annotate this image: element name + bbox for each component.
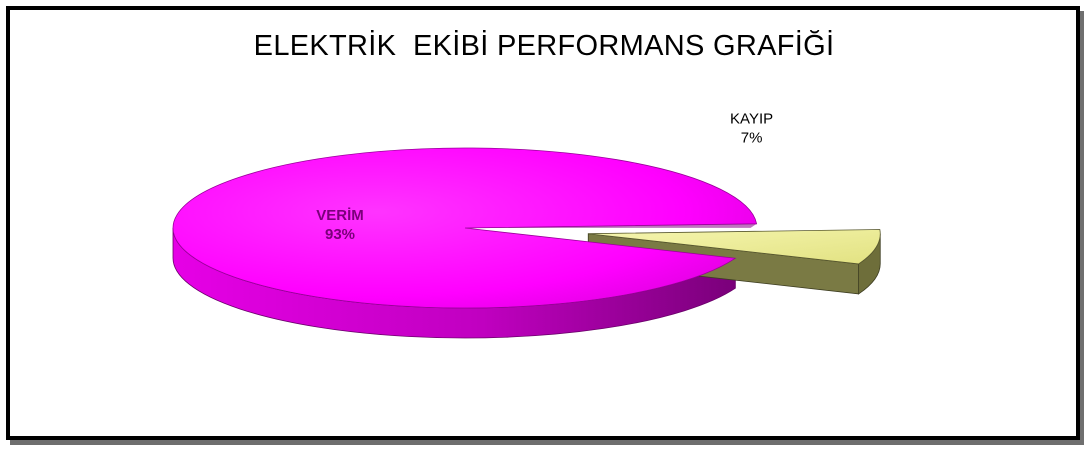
slice-label-kayip: KAYIP [730,111,773,128]
pie-labels: VERİM 93% KAYIP 7% [316,111,773,243]
chart-title: ELEKTRİK EKİBİ PERFORMANS GRAFİĞİ [253,30,835,62]
slice-value-verim: 93% [325,226,355,243]
slice-value-kayip: 7% [741,130,763,147]
pie-slice-verim [172,147,758,309]
pie-tops [172,147,881,309]
pie-slice-cut-shade [465,223,757,228]
slice-label-verim: VERİM [316,207,364,224]
pie-slice-kayip [588,229,881,265]
